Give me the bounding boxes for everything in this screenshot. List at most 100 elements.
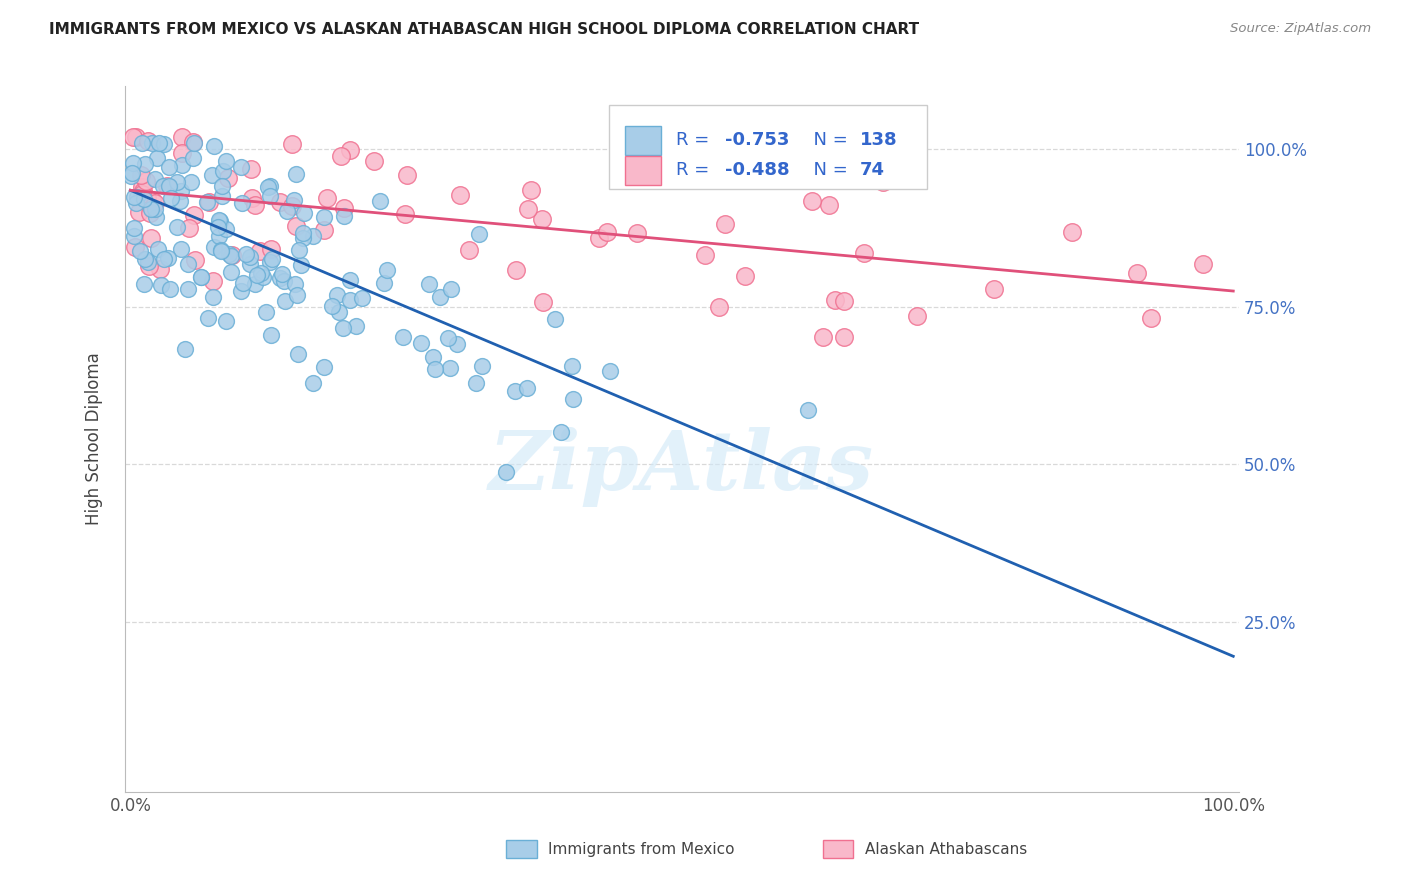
- Point: [832, 294, 855, 309]
- Point: [561, 392, 583, 406]
- Point: [172, 145, 194, 160]
- Point: [287, 288, 309, 302]
- Point: [134, 252, 156, 266]
- Point: [714, 217, 737, 231]
- Point: [135, 174, 157, 188]
- Point: [146, 151, 169, 165]
- Point: [202, 138, 225, 153]
- Point: [172, 158, 194, 172]
- Point: [177, 282, 200, 296]
- Point: [328, 305, 350, 319]
- Point: [125, 129, 148, 144]
- Point: [1191, 257, 1213, 271]
- Point: [211, 178, 233, 193]
- Point: [197, 310, 219, 325]
- Point: [166, 219, 188, 234]
- Point: [239, 257, 262, 271]
- Point: [143, 195, 166, 210]
- Point: [231, 196, 253, 211]
- Point: [285, 167, 308, 181]
- Point: [588, 231, 610, 245]
- Point: [422, 351, 444, 365]
- Point: [152, 178, 174, 193]
- Point: [281, 199, 304, 213]
- Point: [853, 246, 876, 260]
- Text: R =: R =: [676, 131, 716, 149]
- Point: [734, 268, 756, 283]
- Point: [240, 192, 263, 206]
- Point: [446, 337, 468, 351]
- Point: [693, 248, 716, 262]
- Text: -0.488: -0.488: [725, 161, 790, 179]
- Point: [131, 186, 153, 201]
- Text: ZipAtlas: ZipAtlas: [489, 427, 875, 508]
- Point: [148, 136, 170, 150]
- Point: [257, 180, 280, 194]
- Point: [180, 175, 202, 189]
- Point: [159, 282, 181, 296]
- Point: [211, 188, 233, 202]
- Point: [471, 359, 494, 374]
- Point: [139, 202, 162, 216]
- Point: [218, 247, 240, 261]
- Point: [143, 202, 166, 217]
- Point: [314, 360, 336, 375]
- Point: [215, 154, 238, 169]
- Point: [276, 204, 298, 219]
- Point: [131, 136, 153, 150]
- Point: [363, 154, 385, 169]
- Point: [291, 227, 314, 241]
- Point: [273, 274, 295, 288]
- Point: [207, 219, 229, 234]
- FancyBboxPatch shape: [609, 105, 927, 188]
- Point: [215, 314, 238, 328]
- Point: [330, 149, 353, 163]
- Point: [170, 185, 193, 199]
- Point: [243, 277, 266, 292]
- Point: [201, 168, 224, 182]
- Point: [122, 229, 145, 244]
- Point: [256, 305, 278, 319]
- Point: [314, 211, 336, 225]
- Point: [292, 206, 315, 220]
- Point: [232, 276, 254, 290]
- Point: [550, 425, 572, 439]
- Point: [156, 251, 179, 265]
- Point: [429, 290, 451, 304]
- Point: [153, 136, 176, 151]
- Point: [121, 166, 143, 180]
- Point: [626, 226, 648, 240]
- Point: [872, 175, 894, 189]
- Point: [132, 277, 155, 291]
- Point: [169, 242, 191, 256]
- Point: [132, 185, 155, 199]
- Point: [1126, 266, 1149, 280]
- Point: [332, 209, 354, 223]
- Text: N =: N =: [801, 131, 853, 149]
- Point: [321, 299, 343, 313]
- Point: [129, 244, 152, 258]
- Point: [209, 243, 232, 257]
- Point: [468, 227, 491, 242]
- Point: [301, 376, 323, 390]
- Point: [208, 214, 231, 228]
- Point: [157, 160, 180, 174]
- Point: [302, 229, 325, 244]
- Point: [190, 270, 212, 285]
- Point: [249, 244, 271, 258]
- Point: [235, 247, 257, 261]
- Point: [259, 242, 281, 256]
- Point: [409, 336, 432, 351]
- Point: [544, 312, 567, 326]
- Point: [495, 465, 517, 479]
- Point: [333, 201, 356, 215]
- Point: [172, 129, 194, 144]
- Point: [231, 284, 253, 298]
- Point: [219, 265, 242, 279]
- Point: [316, 191, 339, 205]
- Point: [243, 198, 266, 212]
- Point: [138, 260, 160, 274]
- Point: [395, 169, 418, 183]
- Point: [131, 180, 153, 194]
- Point: [439, 361, 461, 376]
